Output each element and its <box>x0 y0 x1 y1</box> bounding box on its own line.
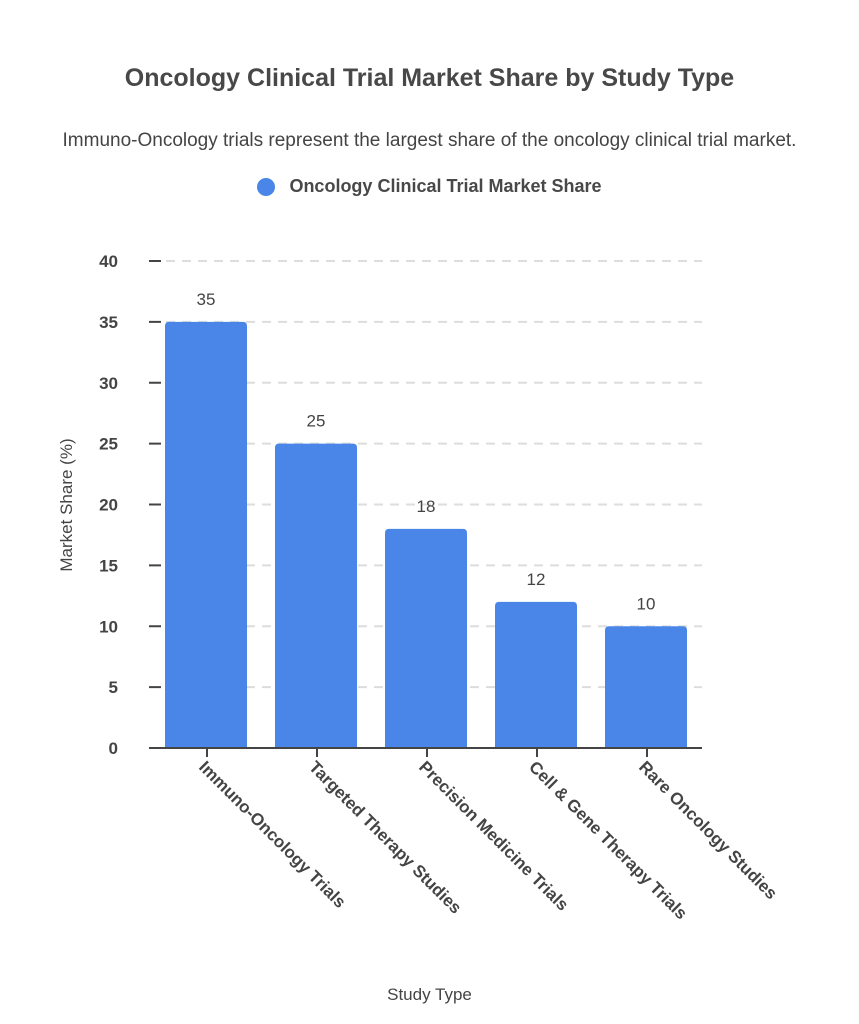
y-tick-label: 35 <box>99 313 118 332</box>
bar <box>165 321 247 748</box>
y-tick-label: 20 <box>99 496 118 515</box>
bar <box>385 528 467 748</box>
data-label: 10 <box>637 594 656 613</box>
chart-subtitle: Immuno-Oncology trials represent the lar… <box>62 130 797 151</box>
bar <box>275 443 357 748</box>
y-tick-label: 15 <box>99 556 118 575</box>
data-label: 18 <box>417 497 436 516</box>
bar <box>495 601 577 748</box>
y-tick-label: 5 <box>109 678 118 697</box>
x-axis-title: Study Type <box>387 985 472 1004</box>
y-tick-label: 30 <box>99 374 118 393</box>
data-label: 25 <box>307 412 326 431</box>
data-label: 12 <box>527 570 546 589</box>
y-tick-label: 25 <box>99 435 118 454</box>
chart-title: Oncology Clinical Trial Market Share by … <box>124 64 735 92</box>
y-axis-title: Market Share (%) <box>57 438 76 572</box>
bar <box>605 626 687 748</box>
y-tick-label: 10 <box>99 617 118 636</box>
y-tick-label: 0 <box>109 739 118 758</box>
legend-swatch <box>257 177 276 196</box>
data-label: 35 <box>197 290 216 309</box>
y-tick-label: 40 <box>99 252 118 271</box>
legend: Oncology Clinical Trial Market Share <box>0 176 859 197</box>
legend-label: Oncology Clinical Trial Market Share <box>289 176 602 196</box>
